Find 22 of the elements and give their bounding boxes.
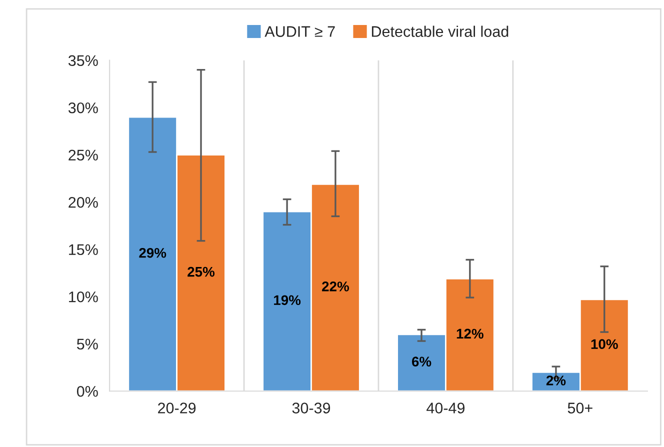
- data-label: 2%: [546, 376, 566, 386]
- y-tick-label: 10%: [69, 291, 98, 302]
- y-tick-label: 15%: [69, 244, 98, 256]
- y-tick-label: 0%: [76, 386, 98, 397]
- data-label: 12%: [456, 328, 484, 339]
- y-tick-label: 5%: [76, 338, 98, 350]
- x-tick-label: 30-39: [292, 402, 330, 414]
- y-tick-label: 35%: [68, 55, 98, 66]
- data-label: 10%: [591, 339, 618, 350]
- y-tick-label: 25%: [68, 150, 98, 161]
- data-label: 6%: [412, 356, 432, 366]
- y-tick-label: 20%: [68, 196, 98, 208]
- data-label: 25%: [188, 266, 215, 277]
- legend-label: AUDIT ≥ 7: [264, 26, 335, 37]
- data-label: 29%: [139, 248, 166, 258]
- data-label: 19%: [274, 295, 301, 306]
- x-tick-label: 20-29: [158, 402, 196, 414]
- x-tick-label: 50+: [568, 402, 592, 414]
- legend-label: Detectable viral load: [372, 26, 508, 37]
- y-tick-label: 30%: [68, 102, 98, 114]
- data-label: 22%: [322, 282, 349, 292]
- x-tick-label: 40-49: [426, 402, 465, 414]
